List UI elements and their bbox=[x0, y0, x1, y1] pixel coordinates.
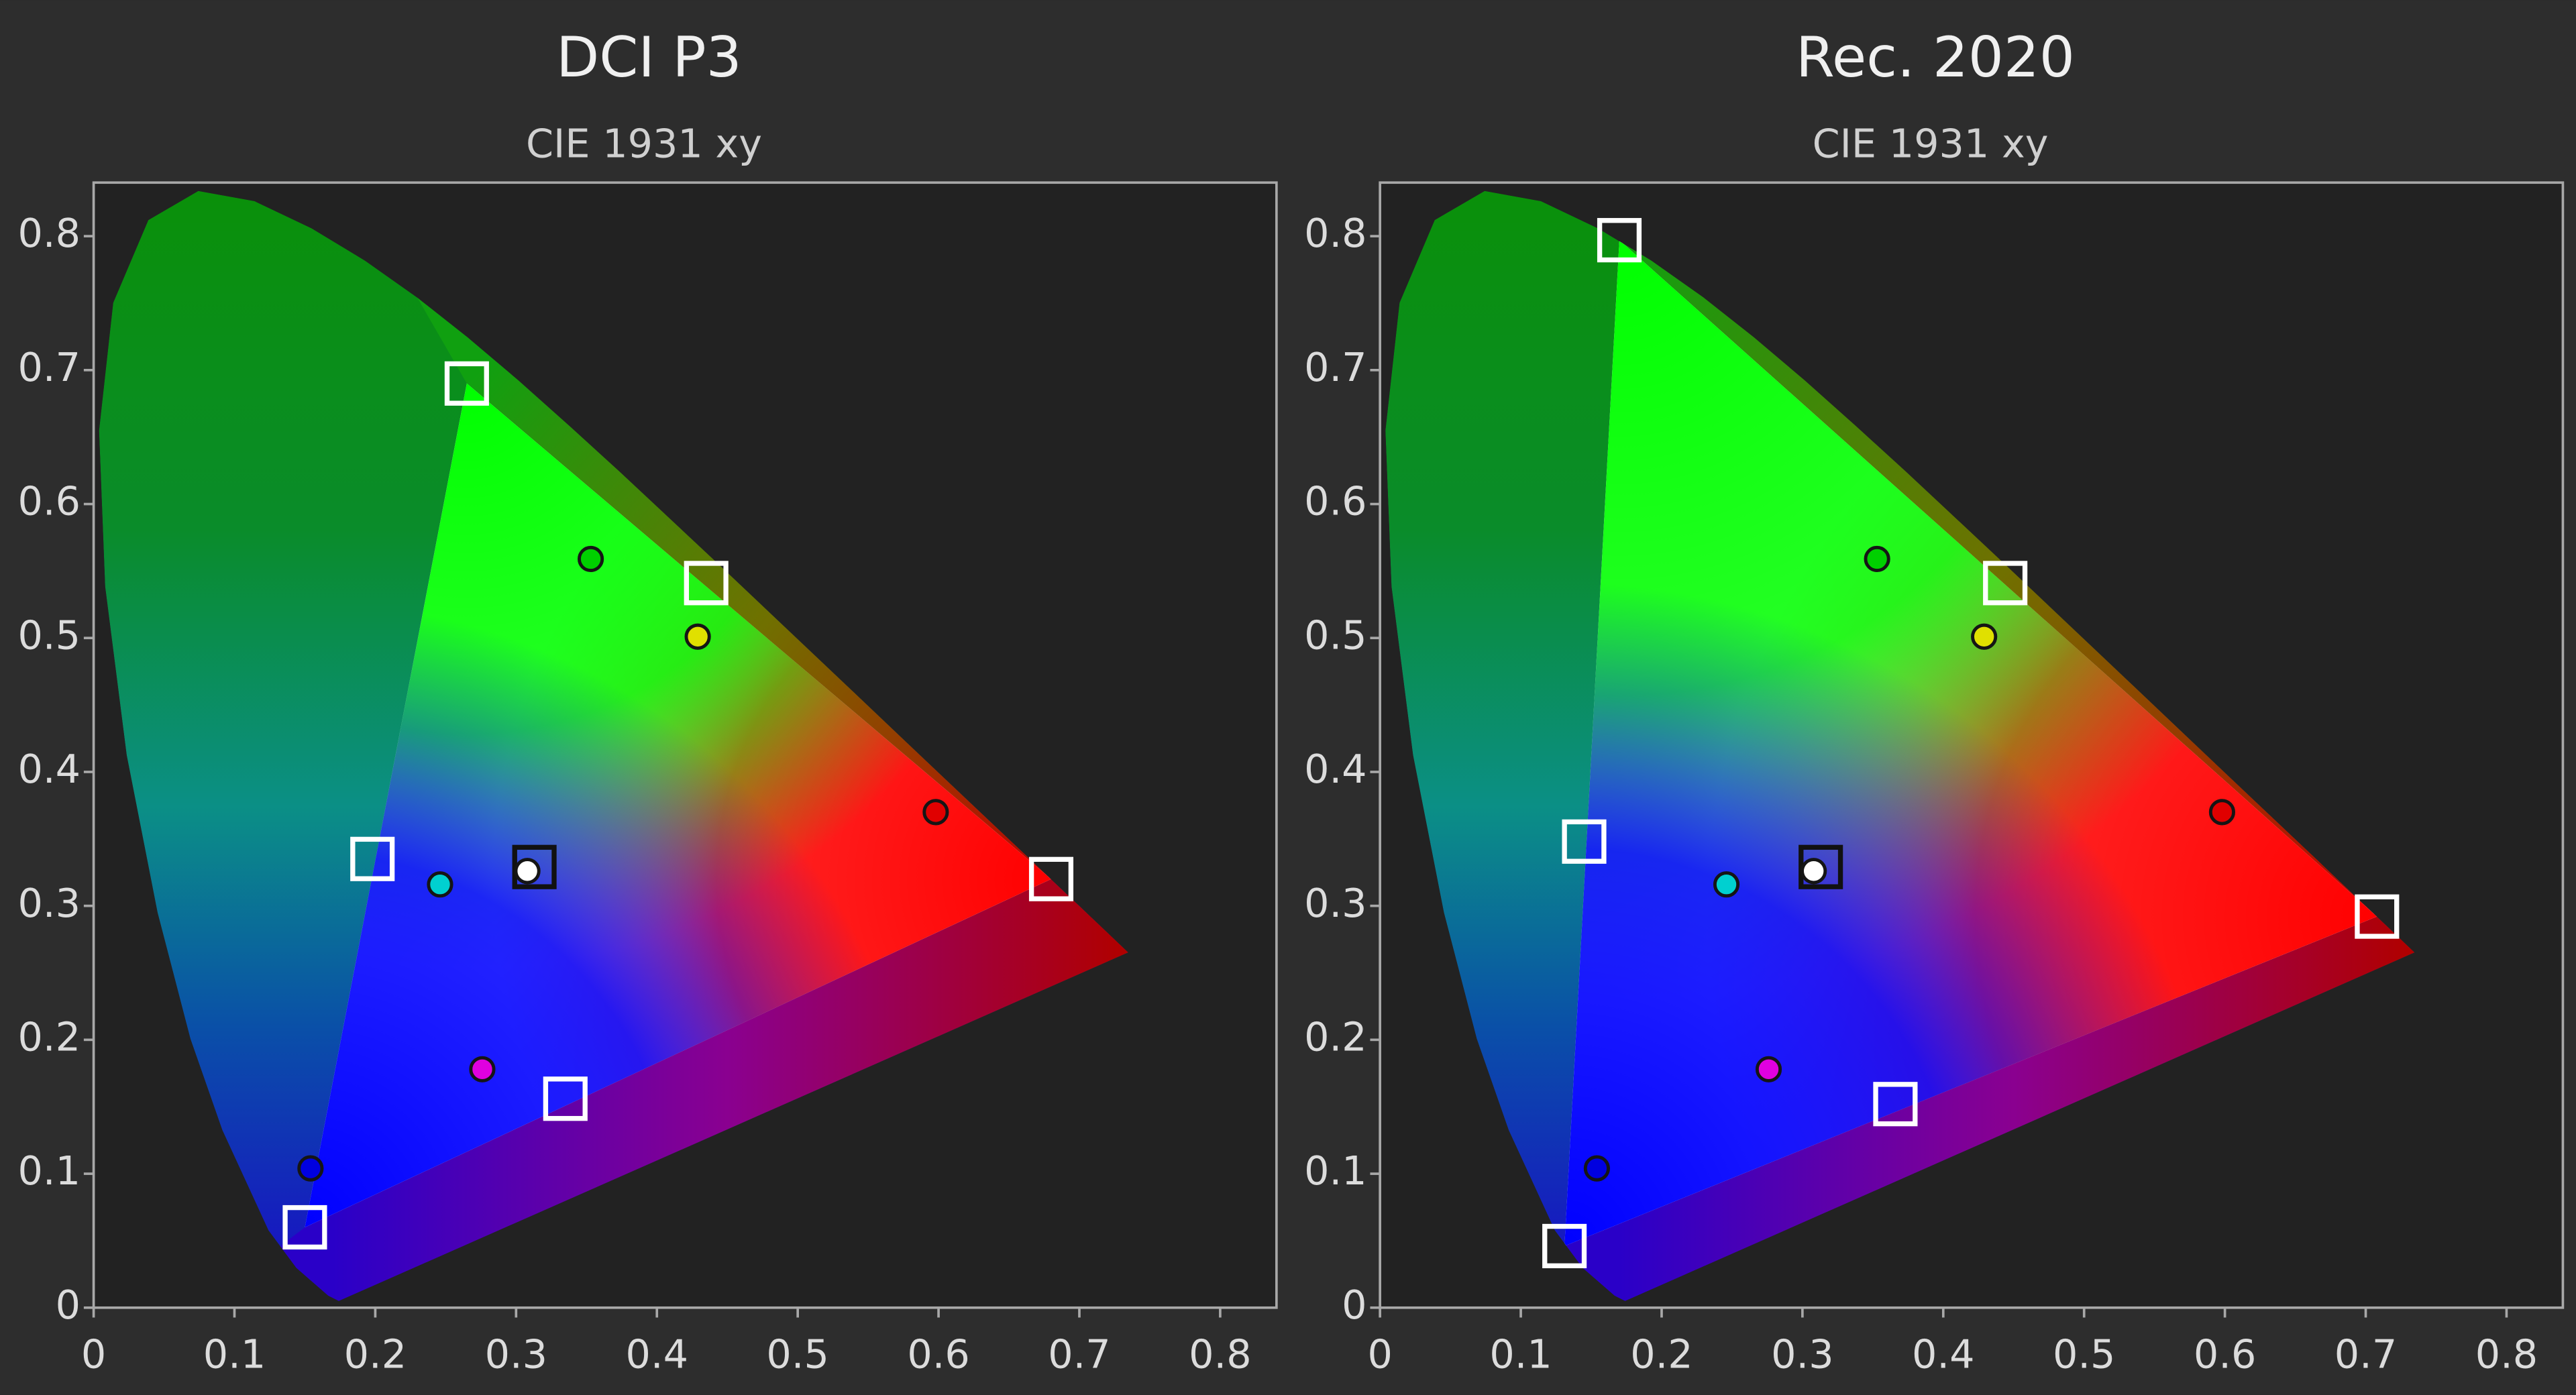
y-tick-label: 0.7 bbox=[18, 344, 80, 390]
target-marker bbox=[543, 1076, 588, 1121]
measured-marker bbox=[514, 858, 541, 885]
chart-subtitle: CIE 1931 xy bbox=[526, 120, 762, 166]
target-marker bbox=[2355, 894, 2400, 939]
y-tick-label: 0.1 bbox=[18, 1148, 80, 1194]
x-tick-label: 0.2 bbox=[1630, 1331, 1693, 1377]
y-tick-label: 0.4 bbox=[18, 746, 80, 792]
target-marker bbox=[1983, 561, 2028, 606]
x-tick-label: 0 bbox=[81, 1331, 106, 1377]
x-tick-label: 0.7 bbox=[2334, 1331, 2397, 1377]
y-tick-label: 0.4 bbox=[1304, 746, 1366, 792]
x-tick-label: 0.6 bbox=[907, 1331, 969, 1377]
plot-frame bbox=[92, 181, 1278, 1309]
triangle-tint bbox=[1564, 240, 2377, 1246]
x-tick-label: 0.4 bbox=[1912, 1331, 1974, 1377]
x-tick-label: 0.7 bbox=[1048, 1331, 1110, 1377]
measured-marker bbox=[577, 545, 604, 573]
y-tick-label: 0.2 bbox=[18, 1013, 80, 1060]
measured-marker bbox=[1713, 871, 1740, 898]
plot-frame bbox=[1379, 181, 2565, 1309]
x-tick-label: 0.8 bbox=[1189, 1331, 1251, 1377]
chart-subtitle: CIE 1931 xy bbox=[1813, 120, 2049, 166]
y-tick-label: 0.2 bbox=[1304, 1013, 1366, 1060]
y-tick-label: 0.6 bbox=[18, 478, 80, 524]
target-marker bbox=[1562, 819, 1607, 864]
x-tick-label: 0.6 bbox=[2194, 1331, 2256, 1377]
y-tick-label: 0 bbox=[56, 1282, 80, 1328]
chart-title: Rec. 2020 bbox=[1796, 25, 2075, 90]
target-marker bbox=[350, 836, 395, 881]
measured-marker bbox=[427, 871, 453, 898]
measured-marker bbox=[1755, 1056, 1782, 1082]
y-tick-label: 0.8 bbox=[1304, 210, 1366, 256]
measured-marker bbox=[1801, 858, 1827, 885]
x-tick-label: 0.8 bbox=[2475, 1331, 2538, 1377]
x-tick-label: 0.1 bbox=[203, 1331, 266, 1377]
target-marker bbox=[1542, 1223, 1587, 1268]
measured-marker bbox=[1971, 623, 1998, 650]
chart-title: DCI P3 bbox=[556, 25, 741, 90]
measured-marker bbox=[469, 1056, 496, 1082]
x-tick-label: 0.1 bbox=[1489, 1331, 1552, 1377]
y-tick-label: 0.6 bbox=[1304, 478, 1366, 524]
x-tick-label: 0.3 bbox=[485, 1331, 547, 1377]
target-marker bbox=[444, 361, 489, 406]
measured-marker bbox=[1583, 1155, 1610, 1182]
triangle-tint bbox=[305, 383, 1051, 1227]
measured-marker bbox=[297, 1155, 324, 1182]
x-tick-label: 0.2 bbox=[344, 1331, 407, 1377]
target-marker bbox=[1873, 1082, 1918, 1127]
target-marker bbox=[1597, 218, 1642, 263]
measured-marker bbox=[684, 623, 711, 650]
x-tick-label: 0.4 bbox=[626, 1331, 688, 1377]
x-tick-label: 0.3 bbox=[1771, 1331, 1833, 1377]
y-tick-label: 0 bbox=[1342, 1282, 1366, 1328]
x-tick-label: 0.5 bbox=[2053, 1331, 2115, 1377]
y-tick-label: 0.1 bbox=[1304, 1148, 1366, 1194]
y-tick-label: 0.5 bbox=[18, 612, 80, 658]
y-tick-label: 0.3 bbox=[1304, 880, 1366, 926]
measured-marker bbox=[2208, 799, 2236, 826]
target-marker bbox=[1028, 856, 1074, 901]
y-tick-label: 0.5 bbox=[1304, 612, 1366, 658]
target-marker bbox=[1799, 844, 1843, 889]
x-tick-label: 0.5 bbox=[766, 1331, 828, 1377]
target-marker bbox=[282, 1205, 327, 1250]
target-marker bbox=[512, 844, 557, 889]
measured-marker bbox=[1864, 545, 1890, 573]
x-tick-label: 0 bbox=[1367, 1331, 1392, 1377]
y-tick-label: 0.3 bbox=[18, 880, 80, 926]
measured-marker bbox=[922, 799, 949, 826]
target-marker bbox=[684, 561, 729, 606]
y-tick-label: 0.8 bbox=[18, 210, 80, 256]
y-tick-label: 0.7 bbox=[1304, 344, 1366, 390]
